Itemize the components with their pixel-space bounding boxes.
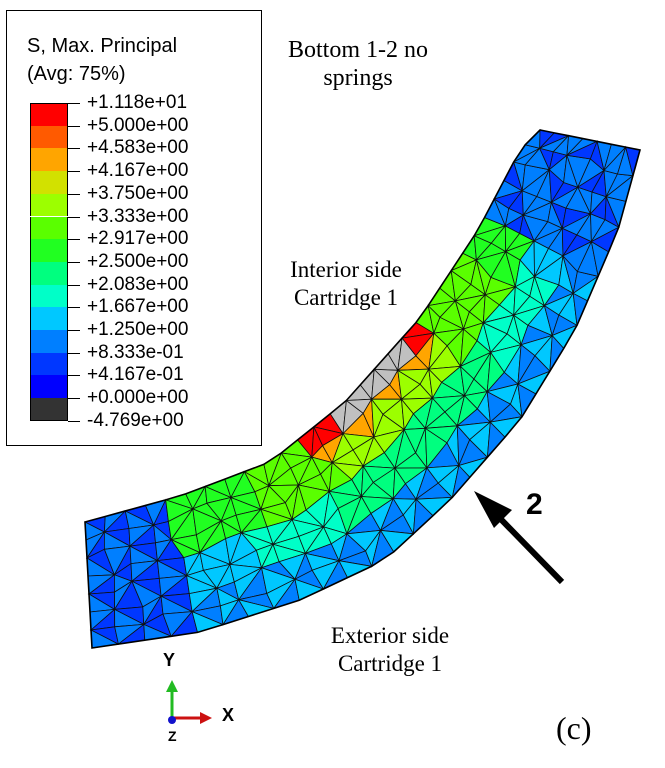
legend-tick-label: +4.167e+00 — [87, 160, 189, 182]
interior-side-label: Interior side Cartridge 1 — [262, 256, 430, 312]
legend-swatch — [30, 261, 68, 285]
legend-swatch — [30, 193, 68, 217]
legend-swatch — [30, 375, 68, 399]
legend-tick-label: +5.000e+00 — [87, 114, 189, 136]
legend-swatch — [30, 125, 68, 149]
legend-tick-label: -4.769e+00 — [87, 409, 184, 431]
legend-tick — [68, 330, 80, 331]
legend-swatch — [30, 352, 68, 376]
triad-y-label: Y — [163, 650, 176, 670]
triad-y-head — [166, 680, 178, 692]
load-direction-arrow — [474, 491, 565, 585]
legend-tick — [68, 239, 80, 241]
exterior-side-line1: Exterior side — [330, 623, 450, 648]
legend-tick-label: +3.750e+00 — [87, 182, 189, 204]
legend-title: S, Max. Principal — [27, 35, 178, 57]
legend-tick-label: +0.000e+00 — [87, 387, 189, 409]
legend-tick — [68, 375, 80, 377]
plot-title-line1: Bottom 1-2 no — [287, 37, 428, 63]
legend-swatch — [30, 239, 68, 262]
legend-tick-label: +2.917e+00 — [87, 228, 189, 250]
legend-tick-label: +1.118e+01 — [87, 92, 188, 113]
plot-title-line2: springs — [323, 65, 393, 91]
triad-z-label: Z — [168, 728, 177, 744]
legend-tick — [68, 307, 80, 309]
legend-tick — [68, 171, 80, 173]
legend-tick — [68, 398, 80, 400]
plot-title: Bottom 1-2 no springs — [268, 36, 448, 92]
stress-legend: S, Max. Principal (Avg: 75%) +1.118e+01 +… — [6, 10, 262, 446]
legend-tick — [68, 103, 80, 104]
triad-x-head — [200, 712, 212, 724]
legend-tick — [68, 284, 80, 286]
legend-tick-label: +1.667e+00 — [87, 296, 189, 318]
interior-side-line1: Interior side — [290, 257, 402, 282]
legend-tick — [68, 193, 80, 195]
legend-tick-label: +1.250e+00 — [87, 319, 189, 340]
exterior-side-line2: Cartridge 1 — [337, 651, 443, 676]
legend-tick — [68, 261, 80, 263]
legend-tick — [68, 352, 80, 354]
panel-label: (c) — [556, 710, 592, 746]
legend-tick — [68, 125, 80, 127]
legend-tick-label: +2.083e+00 — [87, 273, 189, 295]
curved-beam-mesh — [83, 129, 641, 649]
legend-swatch — [30, 103, 68, 126]
legend-tick-label: +4.583e+00 — [87, 137, 189, 159]
legend-tick-label: +3.333e+00 — [87, 205, 189, 227]
exterior-side-label: Exterior side Cartridge 1 — [302, 622, 478, 678]
legend-swatch — [30, 307, 68, 330]
legend-subtitle: (Avg: 75%) — [27, 63, 126, 85]
legend-tick-label: +8.333e-01 — [87, 341, 184, 363]
mesh-outline — [84, 129, 641, 649]
legend-swatch — [30, 171, 68, 194]
legend-swatch — [30, 148, 68, 172]
legend-tick-label: +2.500e+00 — [87, 250, 189, 272]
legend-tick-label: +4.167e-01 — [87, 364, 184, 386]
legend-swatch — [30, 398, 68, 421]
interior-side-line2: Cartridge 1 — [293, 285, 399, 310]
legend-tick — [68, 148, 80, 150]
legend-tick — [68, 216, 80, 218]
legend-swatch — [30, 216, 68, 240]
axis-triad — [166, 680, 212, 724]
triad-z-axis — [168, 716, 176, 724]
triad-x-label: X — [222, 705, 235, 725]
arrow-number-label: 2 — [526, 488, 543, 521]
legend-tick — [68, 420, 80, 422]
legend-swatch — [30, 284, 68, 308]
legend-swatch — [30, 330, 68, 353]
